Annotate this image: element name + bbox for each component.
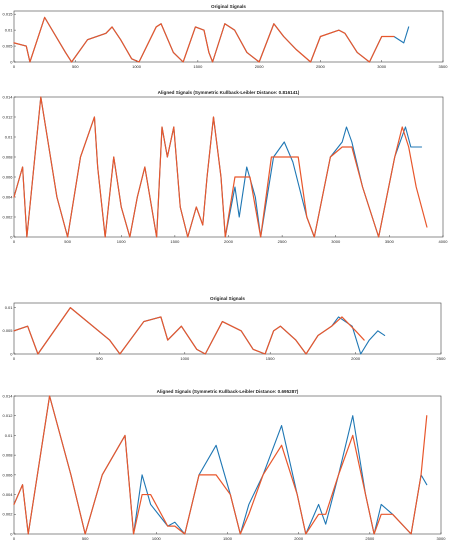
y-tick-label: 0.004 <box>2 492 13 497</box>
y-tick-label: 0.012 <box>2 413 13 418</box>
x-tick-label: 1000 <box>152 536 162 541</box>
x-tick-label: 500 <box>82 536 89 541</box>
y-tick-label: 0.006 <box>2 472 13 477</box>
x-tick-label: 0 <box>13 64 16 69</box>
y-tick-label: 0 <box>10 234 13 239</box>
x-tick-label: 2500 <box>365 536 375 541</box>
x-tick-label: 0 <box>13 536 16 541</box>
y-tick-label: 0 <box>10 59 13 64</box>
x-tick-label: 1500 <box>193 64 203 69</box>
series-line-orange <box>13 16 395 63</box>
chart-panel: Original Signals 0 500 1000 1500 2000 2500 3000… <box>2 4 448 69</box>
chart-panel: Original Signals 0 500 1000 1500 2000 2500 0 0.0… <box>2 296 446 361</box>
x-tick-label: 500 <box>96 356 103 361</box>
series-line-orange <box>13 307 365 355</box>
y-tick-label: 0.006 <box>2 174 13 179</box>
chart-title: Aligned Signals (Symmetric Kullback-Leib… <box>157 389 299 394</box>
x-tick-label: 2000 <box>351 356 361 361</box>
plot-area <box>13 10 444 63</box>
chart-title: Aligned Signals (Symmetric Kullback-Leib… <box>158 90 300 95</box>
y-tick-label: 0.012 <box>2 114 13 119</box>
chart-title: Original Signals <box>211 4 246 9</box>
x-tick-label: 0 <box>13 239 16 244</box>
x-tick-label: 1500 <box>223 536 233 541</box>
y-tick-label: 0.008 <box>2 154 13 159</box>
x-tick-label: 3000 <box>437 536 447 541</box>
y-tick-label: 0.014 <box>2 94 13 99</box>
x-tick-label: 1000 <box>132 64 142 69</box>
x-tick-label: 1000 <box>180 356 190 361</box>
x-tick-label: 2000 <box>294 536 304 541</box>
x-tick-label: 2500 <box>316 64 326 69</box>
y-tick-label: 0.005 <box>2 43 13 48</box>
series-line-orange <box>13 96 428 238</box>
x-tick-label: 500 <box>72 64 79 69</box>
x-tick-label: 1500 <box>170 239 180 244</box>
y-tick-label: 0 <box>10 351 13 356</box>
chart-panel: Aligned Signals (Symmetric Kullback-Leib… <box>2 90 448 244</box>
chart-title: Original Signals <box>210 296 245 301</box>
y-tick-label: 0.002 <box>2 512 13 517</box>
y-tick-label: 0.004 <box>2 194 13 199</box>
x-tick-label: 3000 <box>377 64 387 69</box>
x-tick-label: 1500 <box>266 356 276 361</box>
x-tick-label: 4000 <box>439 239 449 244</box>
chart-panel: Aligned Signals (Symmetric Kullback-Leib… <box>2 389 446 541</box>
x-tick-label: 0 <box>13 356 16 361</box>
x-tick-label: 2000 <box>255 64 265 69</box>
y-tick-label: 0.008 <box>2 453 13 458</box>
plot-area <box>13 395 442 535</box>
y-tick-label: 0 <box>10 531 13 536</box>
y-tick-label: 0.01 <box>5 305 14 310</box>
x-tick-label: 2000 <box>224 239 234 244</box>
x-tick-label: 3500 <box>439 64 449 69</box>
y-tick-label: 0.01 <box>5 28 14 33</box>
x-tick-label: 1000 <box>117 239 127 244</box>
y-tick-label: 0.01 <box>5 433 14 438</box>
y-tick-label: 0.01 <box>5 134 14 139</box>
x-tick-label: 3500 <box>385 239 395 244</box>
y-tick-label: 0.002 <box>2 214 13 219</box>
x-tick-label: 2500 <box>278 239 288 244</box>
series-line-orange <box>13 395 428 535</box>
y-tick-label: 0.014 <box>2 393 13 398</box>
x-tick-label: 2500 <box>437 356 447 361</box>
x-tick-label: 3000 <box>331 239 341 244</box>
x-tick-label: 500 <box>64 239 71 244</box>
y-tick-label: 0.005 <box>2 328 13 333</box>
plot-area <box>13 302 442 355</box>
y-tick-label: 0.015 <box>2 12 13 17</box>
